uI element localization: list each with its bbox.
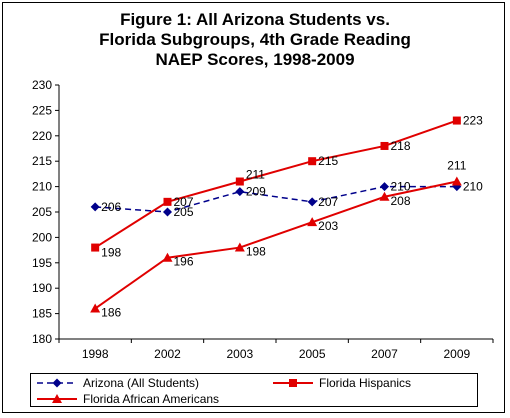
y-tick-label: 225 [32,103,52,117]
data-point-marker [90,303,101,313]
data-label: 211 [447,159,466,173]
data-label: 198 [101,246,121,260]
legend-swatch-florida-african-americans [37,394,77,403]
data-point-marker [163,207,172,217]
data-point-marker [90,202,100,212]
x-tick-label: 2009 [443,347,470,361]
data-label: 209 [246,185,266,199]
chart-title: Figure 1: All Arizona Students vs. Flori… [0,10,510,70]
series-line-1 [94,119,458,249]
data-point-marker [91,243,100,252]
chart-title-line-2: Florida Subgroups, 4th Grade Reading [99,30,411,49]
chart-title-line-3: NAEP Scores, 1998-2009 [155,50,355,69]
legend-swatch-florida-hispanics [273,379,313,387]
legend-item-arizona: Arizona (All Students) [35,375,199,390]
legend-label-arizona: Arizona (All Students) [83,375,200,390]
y-tick-label: 185 [32,307,52,321]
data-label: 203 [318,219,338,233]
data-label: 206 [101,200,121,214]
legend-item-florida-african-americans: Florida African Americans [35,391,219,406]
data-point-marker [307,217,318,227]
legend-swatch-arizona [37,378,77,388]
y-tick-label: 215 [32,154,52,168]
y-tick-label: 180 [32,332,52,346]
data-label: 215 [318,154,338,168]
chart-legend: Arizona (All Students) Florida Hispanics… [30,373,478,407]
x-tick-label: 2002 [154,347,181,361]
chart-title-line-1: Figure 1: All Arizona Students vs. [120,10,390,29]
data-point-marker [235,187,245,197]
data-label: 210 [391,180,411,194]
legend-item-florida-hispanics: Florida Hispanics [271,375,411,390]
data-point-marker [380,141,389,150]
data-point-marker [451,176,462,186]
series-line-0 [95,185,457,213]
data-point-marker [307,197,317,207]
data-point-marker [379,191,390,201]
data-label: 210 [463,180,483,194]
y-tick-label: 210 [32,180,52,194]
series-line-2 [94,180,458,310]
legend-label-florida-hispanics: Florida Hispanics [319,375,412,390]
data-label: 207 [174,195,194,209]
data-point-marker [452,116,461,125]
legend-label-florida-african-americans: Florida African Americans [83,391,220,406]
data-label: 208 [391,194,411,208]
y-tick-label: 190 [32,281,52,295]
y-tick-label: 195 [32,256,52,270]
x-tick-label: 2007 [371,347,398,361]
x-tick-label: 2005 [299,347,326,361]
data-point-marker [162,252,173,262]
data-label: 205 [174,205,194,219]
data-label: 198 [246,245,266,259]
data-point-marker [234,242,245,252]
data-point-marker [308,157,317,166]
y-tick-label: 200 [32,230,52,244]
data-label: 207 [318,195,338,209]
y-tick-label: 230 [32,78,52,92]
data-point-marker [235,177,244,186]
y-tick-label: 220 [32,129,52,143]
data-point-marker [163,197,172,206]
data-point-marker [380,182,389,192]
x-tick-label: 1998 [82,347,109,361]
data-label: 223 [463,114,483,128]
data-label: 211 [246,168,265,182]
chart-frame [2,2,505,413]
data-label: 196 [174,255,194,269]
data-label: 218 [391,139,411,153]
data-label: 186 [101,306,121,320]
y-tick-label: 205 [32,205,52,219]
x-tick-label: 2003 [226,347,253,361]
